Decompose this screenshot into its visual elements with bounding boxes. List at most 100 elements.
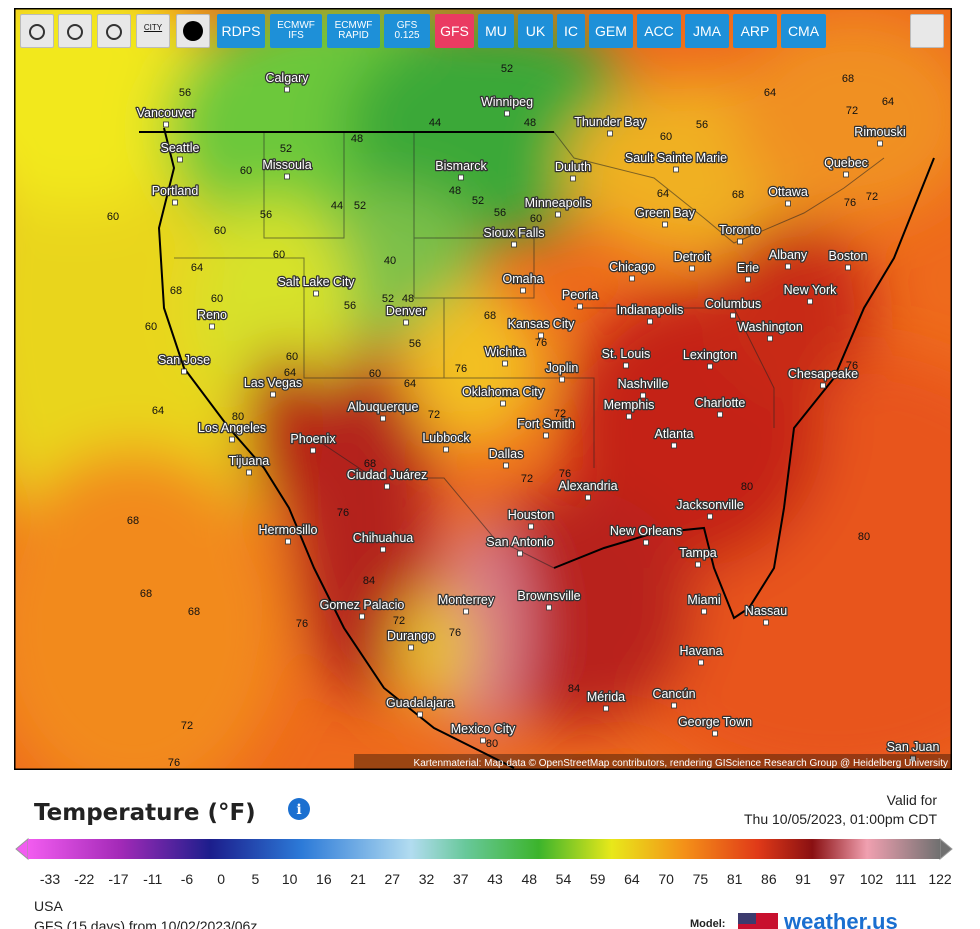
city-label[interactable]: Durango — [386, 628, 437, 645]
tool-icon[interactable]: CITY — [136, 14, 170, 48]
city-label[interactable]: Quebec — [823, 155, 869, 172]
model-button[interactable]: JMA — [685, 14, 729, 48]
city-label[interactable]: Chicago — [608, 259, 657, 276]
model-button[interactable]: UK — [518, 14, 553, 48]
city-label[interactable]: Sioux Falls — [482, 225, 546, 242]
city-label[interactable]: Miami — [686, 592, 722, 609]
model-button[interactable]: CMA — [781, 14, 826, 48]
city-label[interactable]: Nashville — [616, 376, 669, 393]
city-label[interactable]: Columbus — [704, 296, 763, 313]
city-label[interactable]: Detroit — [672, 249, 712, 266]
city-label[interactable]: Cancún — [651, 686, 697, 703]
city-label[interactable]: Portland — [150, 183, 199, 200]
city-label[interactable]: Charlotte — [693, 395, 746, 412]
city-label[interactable]: Ottawa — [767, 184, 809, 201]
city-label[interactable]: Omaha — [501, 271, 545, 288]
city-label[interactable]: Guadalajara — [385, 695, 456, 712]
city-label[interactable]: Los Angeles — [197, 420, 268, 437]
city-marker — [313, 290, 319, 297]
city-label[interactable]: Toronto — [718, 222, 762, 239]
city-label[interactable]: Missoula — [261, 157, 313, 174]
city-label[interactable]: Las Vegas — [243, 375, 304, 392]
model-button[interactable]: GEM — [589, 14, 633, 48]
city-label[interactable]: Kansas City — [506, 316, 576, 333]
city-label[interactable]: Ciudad Juárez — [345, 467, 428, 484]
city-label[interactable]: New Orleans — [609, 523, 684, 540]
city-label[interactable]: Seattle — [159, 140, 201, 157]
city-label[interactable]: Washington — [736, 319, 804, 336]
city-label[interactable]: Duluth — [554, 159, 593, 176]
map[interactable]: 56 52 52 48 44 48 56 60 64 68 72 64 60 56 60 60 64 68 60 60… — [14, 8, 952, 770]
city-label[interactable]: Boston — [827, 248, 869, 265]
city-label[interactable]: San Antonio — [485, 534, 555, 551]
city-label[interactable]: New York — [782, 282, 838, 299]
city-label[interactable]: Erie — [736, 260, 761, 277]
model-button[interactable]: ACC — [637, 14, 681, 48]
tool-icon[interactable] — [176, 14, 210, 48]
city-label[interactable]: Thunder Bay — [573, 114, 648, 131]
city-label[interactable]: Winnipeg — [480, 94, 535, 111]
model-button[interactable]: ECMWF IFS — [270, 14, 322, 48]
city-label[interactable]: Vancouver — [135, 105, 196, 122]
model-button[interactable]: ARP — [733, 14, 777, 48]
city-label[interactable]: Indianapolis — [615, 302, 684, 319]
city-label[interactable]: Mexico City — [449, 721, 517, 738]
city-label[interactable]: Wichita — [483, 344, 527, 361]
model-button[interactable]: MU — [478, 14, 514, 48]
city-label[interactable]: George Town — [677, 714, 754, 731]
city-label[interactable]: Fort Smith — [516, 416, 576, 433]
city-label[interactable]: Havana — [678, 643, 724, 660]
info-icon[interactable] — [288, 798, 310, 820]
city-label[interactable]: Memphis — [602, 397, 655, 414]
city-label[interactable]: Albuquerque — [346, 399, 420, 416]
city-label[interactable]: Rimouski — [853, 124, 907, 141]
city-label[interactable]: Tijuana — [227, 453, 270, 470]
city-label[interactable]: Houston — [506, 507, 555, 524]
city-label[interactable]: Green Bay — [634, 205, 697, 222]
city-label[interactable]: Bismarck — [434, 158, 489, 175]
share-button[interactable] — [910, 14, 944, 48]
city-label[interactable]: Atlanta — [653, 426, 695, 443]
city-label[interactable]: Dallas — [487, 446, 524, 463]
tool-icon[interactable] — [20, 14, 54, 48]
city-label[interactable]: Oklahoma City — [461, 384, 546, 401]
model-button[interactable]: GFS — [435, 14, 474, 48]
scale-tick-label: 75 — [693, 871, 709, 887]
city-label[interactable]: Alexandria — [557, 478, 619, 495]
city-marker — [511, 241, 517, 248]
city-label[interactable]: Denver — [385, 303, 428, 320]
model-button[interactable]: GFS 0.125 — [384, 14, 430, 48]
city-label[interactable]: Chesapeake — [787, 366, 860, 383]
model-button[interactable]: IC — [557, 14, 585, 48]
city-label[interactable]: Reno — [196, 307, 229, 324]
city-label[interactable]: Tampa — [678, 545, 718, 562]
city-label[interactable]: Albany — [768, 247, 810, 264]
city-label[interactable]: San Jose — [157, 352, 212, 369]
city-label[interactable]: Lubbock — [421, 430, 472, 447]
city-label[interactable]: San Juan — [885, 739, 940, 756]
city-label[interactable]: Sault Sainte Marie — [624, 150, 729, 167]
city-label[interactable]: Jacksonville — [675, 497, 745, 514]
model-button[interactable]: RDPS — [217, 14, 265, 48]
tool-icon[interactable] — [97, 14, 131, 48]
city-marker — [163, 121, 169, 128]
city-label[interactable]: Phoenix — [289, 431, 338, 448]
city-label[interactable]: Salt Lake City — [276, 274, 356, 291]
city-label[interactable]: Calgary — [264, 70, 310, 87]
city-label[interactable]: Lexington — [682, 347, 739, 364]
city-label[interactable]: Hermosillo — [257, 522, 319, 539]
city-label[interactable]: Nassau — [744, 603, 789, 620]
city-label[interactable]: Peoria — [561, 287, 600, 304]
brand[interactable]: weather.us — [783, 909, 898, 929]
city-label[interactable]: St. Louis — [600, 346, 651, 363]
isotherm-label: 72 — [393, 615, 405, 627]
city-label[interactable]: Mérida — [586, 689, 627, 706]
city-label[interactable]: Chihuahua — [351, 530, 414, 547]
city-label[interactable]: Monterrey — [437, 592, 497, 609]
city-label[interactable]: Brownsville — [516, 588, 582, 605]
city-label[interactable]: Minneapolis — [523, 195, 592, 212]
city-label[interactable]: Joplin — [544, 360, 579, 377]
city-label[interactable]: Gomez Palacio — [318, 597, 405, 614]
tool-icon[interactable] — [58, 14, 92, 48]
model-button[interactable]: ECMWF RAPID — [327, 14, 380, 48]
